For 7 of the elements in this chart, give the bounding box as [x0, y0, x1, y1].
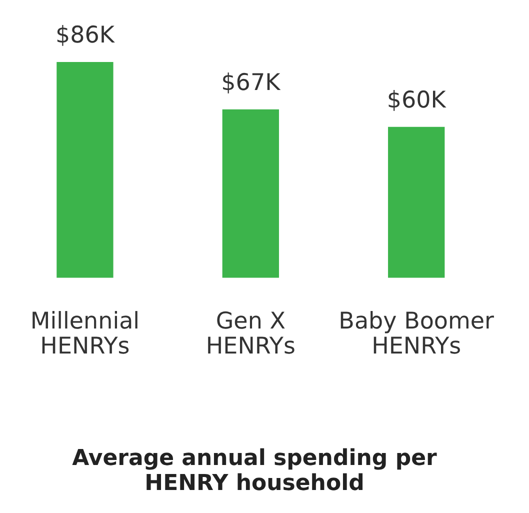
- data-label: $67K: [221, 70, 282, 96]
- data-label: $86K: [55, 22, 116, 48]
- data-label: $60K: [386, 88, 447, 114]
- x-tick-label: Millennial HENRYs: [30, 308, 140, 360]
- text: Average annual spending per HENRY household: [72, 446, 437, 496]
- x-tick-label: Baby Boomer HENRYs: [338, 308, 495, 360]
- x-tick-label: Gen X HENRYs: [206, 308, 296, 360]
